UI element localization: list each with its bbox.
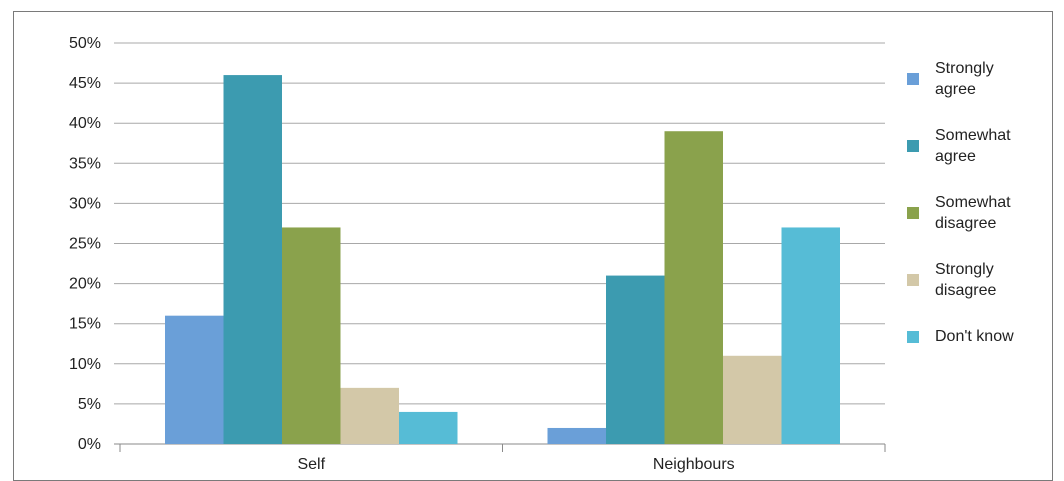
legend-swatch — [907, 207, 919, 219]
legend-swatch — [907, 140, 919, 152]
x-tick-label: Self — [297, 456, 325, 473]
legend-label: agree — [935, 148, 976, 165]
bar — [606, 275, 665, 444]
legend-swatch — [907, 73, 919, 85]
legend-label: Somewhat — [935, 194, 1011, 211]
y-tick-label: 30% — [69, 195, 101, 212]
y-tick-label: 10% — [69, 356, 101, 373]
legend-label: Strongly — [935, 60, 994, 77]
legend: Strongly agree Somewhat agree Somewhat disagr… — [907, 60, 1014, 345]
legend-swatch — [907, 274, 919, 286]
legend-label: disagree — [935, 282, 996, 299]
y-tick-label: 45% — [69, 75, 101, 92]
legend-label: Don't know — [935, 328, 1014, 345]
legend-label: agree — [935, 81, 976, 98]
legend-label: Strongly — [935, 261, 994, 278]
legend-swatch — [907, 331, 919, 343]
y-tick-label: 25% — [69, 236, 101, 253]
y-tick-label: 40% — [69, 115, 101, 132]
y-tick-label: 5% — [78, 396, 101, 413]
bar — [664, 131, 723, 444]
bar — [547, 427, 606, 444]
x-axis-tick-labels: Self Neighbours — [297, 456, 734, 473]
bars — [165, 75, 840, 444]
bar — [781, 227, 840, 444]
y-tick-label: 50% — [69, 35, 101, 52]
y-tick-label: 15% — [69, 316, 101, 333]
y-tick-label: 20% — [69, 276, 101, 293]
bar — [399, 411, 458, 444]
bar — [223, 75, 282, 444]
y-tick-label: 35% — [69, 155, 101, 172]
y-tick-label: 0% — [78, 436, 101, 453]
bar — [723, 355, 782, 444]
bar — [340, 387, 399, 444]
legend-label: Somewhat — [935, 127, 1011, 144]
y-axis-tick-labels: 0% 5% 10% 15% 20% 25% 30% 35% 40% 45% 50% — [69, 35, 101, 453]
x-axis — [119, 444, 886, 452]
bar — [165, 315, 224, 444]
x-tick-label: Neighbours — [653, 456, 735, 473]
legend-label: disagree — [935, 215, 996, 232]
bar — [282, 227, 341, 444]
